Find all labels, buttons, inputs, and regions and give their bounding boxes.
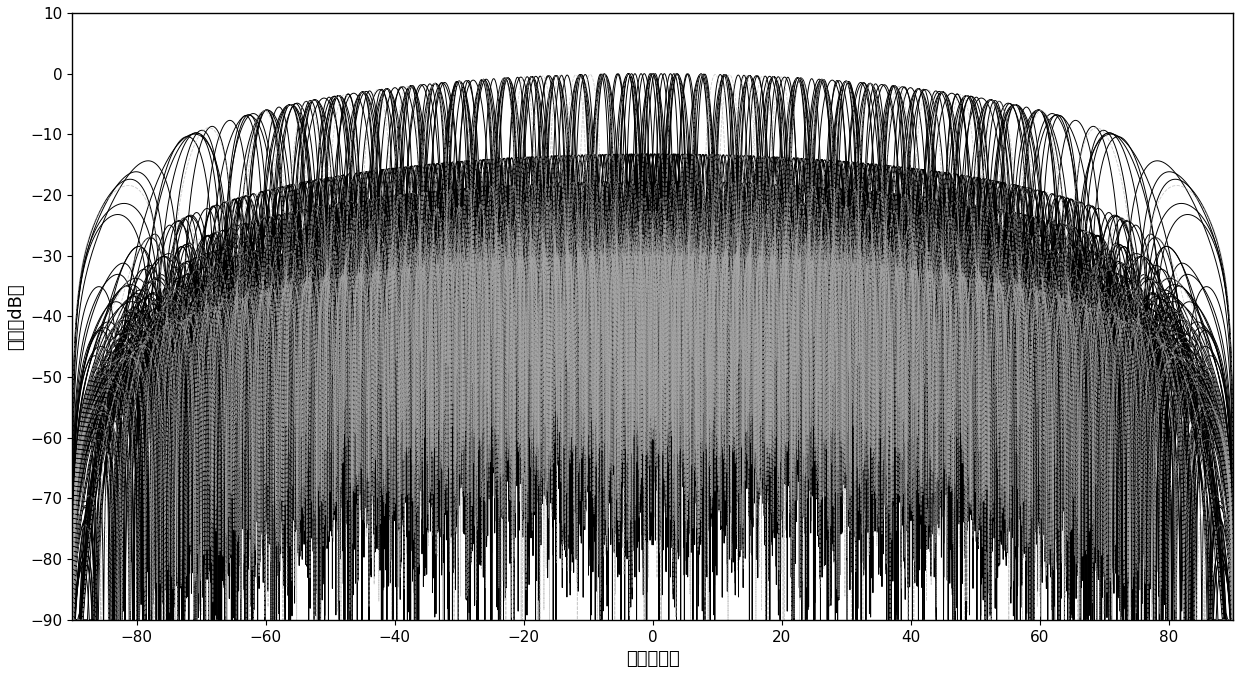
X-axis label: 角度（度）: 角度（度） (626, 650, 680, 668)
Y-axis label: 幅度（dB）: 幅度（dB） (7, 283, 25, 350)
